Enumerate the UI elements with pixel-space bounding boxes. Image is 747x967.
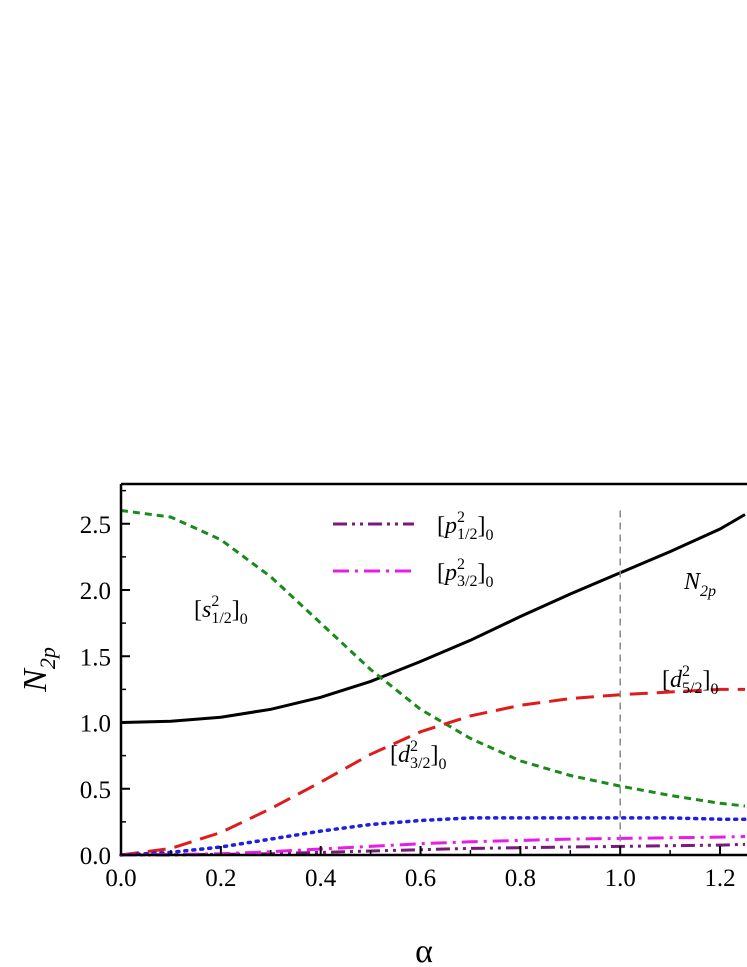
x-tick-label: 0.8 bbox=[505, 865, 536, 892]
x-tick-label: 0.6 bbox=[405, 865, 436, 892]
series-line-p32 bbox=[120, 835, 746, 857]
series-label-d52: [d2 5/2]0 bbox=[662, 663, 718, 698]
series-line-d52 bbox=[120, 687, 745, 857]
series-line-N2p bbox=[120, 513, 746, 724]
y-tick-label: 2.5 bbox=[80, 512, 111, 539]
series-label-N2p: N2p bbox=[683, 569, 716, 600]
y-tick-label: 2.0 bbox=[80, 578, 111, 605]
plot-lines bbox=[119, 509, 747, 857]
x-axis-title: α bbox=[415, 933, 433, 967]
y-axis-title: N2p bbox=[17, 647, 60, 693]
x-tick-label: 1.2 bbox=[704, 865, 735, 892]
series-labels: N2p [s2 1/2]0 [d2 5/2]0 [d2 3/2]0 bbox=[194, 569, 718, 773]
x-tick-label: 0.2 bbox=[205, 865, 236, 892]
series-label-s12: [s2 1/2]0 bbox=[194, 593, 248, 628]
x-tick-label: 1.0 bbox=[605, 865, 636, 892]
series-label-d32: [d2 3/2]0 bbox=[390, 738, 446, 773]
ticks: 0.0 0.2 0.4 0.6 0.8 1.0 1.2 0.0 0.5 1.0 1.5 2.0 2.5 bbox=[80, 489, 736, 892]
legend-label-p12: [p2 1/2]0 bbox=[437, 509, 493, 544]
y-tick-label: 0.0 bbox=[80, 843, 111, 870]
y-tick-label: 0.5 bbox=[80, 777, 111, 804]
series-line-d32 bbox=[119, 816, 747, 857]
legend: [p2 1/2]0 [p2 3/2]0 bbox=[333, 509, 493, 591]
y-tick-label: 1.0 bbox=[80, 711, 111, 738]
x-tick-label: 0.4 bbox=[305, 865, 337, 892]
axes bbox=[119, 482, 747, 857]
legend-label-p32: [p2 3/2]0 bbox=[437, 556, 493, 591]
y-tick-label: 1.5 bbox=[80, 644, 111, 671]
x-tick-label: 0.0 bbox=[105, 865, 136, 892]
